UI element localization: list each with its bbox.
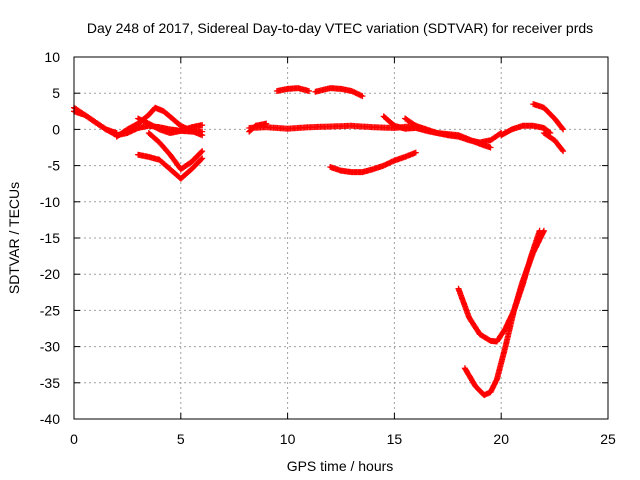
- x-tick-labels: 0 5 10 15 20 25: [70, 431, 616, 447]
- series-trace-2: [113, 104, 206, 140]
- y-tick-label: -5: [48, 158, 61, 174]
- chart-title: Day 248 of 2017, Sidereal Day-to-day VTE…: [87, 20, 593, 36]
- x-axis-label: GPS time / hours: [287, 458, 394, 474]
- y-tick-label: -20: [40, 266, 60, 282]
- series-trace-14: [498, 122, 554, 139]
- series-trace-18: [461, 227, 543, 399]
- series-trace-16: [540, 130, 567, 155]
- series-trace-3: [135, 115, 206, 136]
- x-tick-label: 15: [387, 431, 403, 447]
- y-axis-label: SDTVAR / TECUs: [6, 182, 22, 294]
- series-markers: [135, 115, 206, 136]
- series-trace-6: [145, 130, 206, 173]
- series-markers: [530, 101, 567, 133]
- x-tick-label: 20: [493, 431, 509, 447]
- y-tick-label: -40: [40, 411, 60, 427]
- series-markers: [71, 108, 120, 136]
- y-tick-label: -25: [40, 302, 60, 318]
- series-markers: [246, 120, 270, 135]
- series-trace-9: [273, 85, 312, 94]
- series-markers: [461, 227, 543, 399]
- y-tick-labels: -40 -35 -30 -25 -20 -15 -10 -5 0 5 10: [40, 49, 60, 427]
- series-markers: [145, 130, 206, 173]
- series-trace-4: [71, 108, 120, 136]
- series-trace-11: [327, 149, 419, 176]
- y-tick-label: 5: [52, 85, 60, 101]
- series-markers: [498, 122, 554, 139]
- x-tick-label: 25: [600, 431, 616, 447]
- y-tick-label: 0: [52, 121, 60, 137]
- y-tick-label: 10: [44, 49, 60, 65]
- series-markers: [135, 151, 206, 182]
- series-layer: [71, 85, 567, 399]
- y-tick-label: -35: [40, 375, 60, 391]
- tick-marks: [73, 56, 609, 420]
- x-tick-label: 0: [70, 431, 78, 447]
- series-trace-10: [312, 85, 366, 100]
- x-tick-label: 10: [280, 431, 296, 447]
- series-trace-15: [530, 101, 567, 133]
- series-trace-13: [402, 115, 494, 151]
- series-markers: [327, 149, 419, 176]
- series-markers: [273, 85, 312, 94]
- series-markers: [312, 85, 366, 100]
- series-trace-5: [135, 151, 206, 182]
- grid-lines: [74, 57, 608, 419]
- y-tick-label: -10: [40, 194, 60, 210]
- x-tick-label: 5: [177, 431, 185, 447]
- series-markers: [402, 115, 494, 151]
- y-tick-label: -15: [40, 230, 60, 246]
- series-trace-8: [246, 120, 270, 135]
- y-tick-label: -30: [40, 339, 60, 355]
- series-markers: [540, 130, 567, 155]
- series-markers: [113, 104, 206, 140]
